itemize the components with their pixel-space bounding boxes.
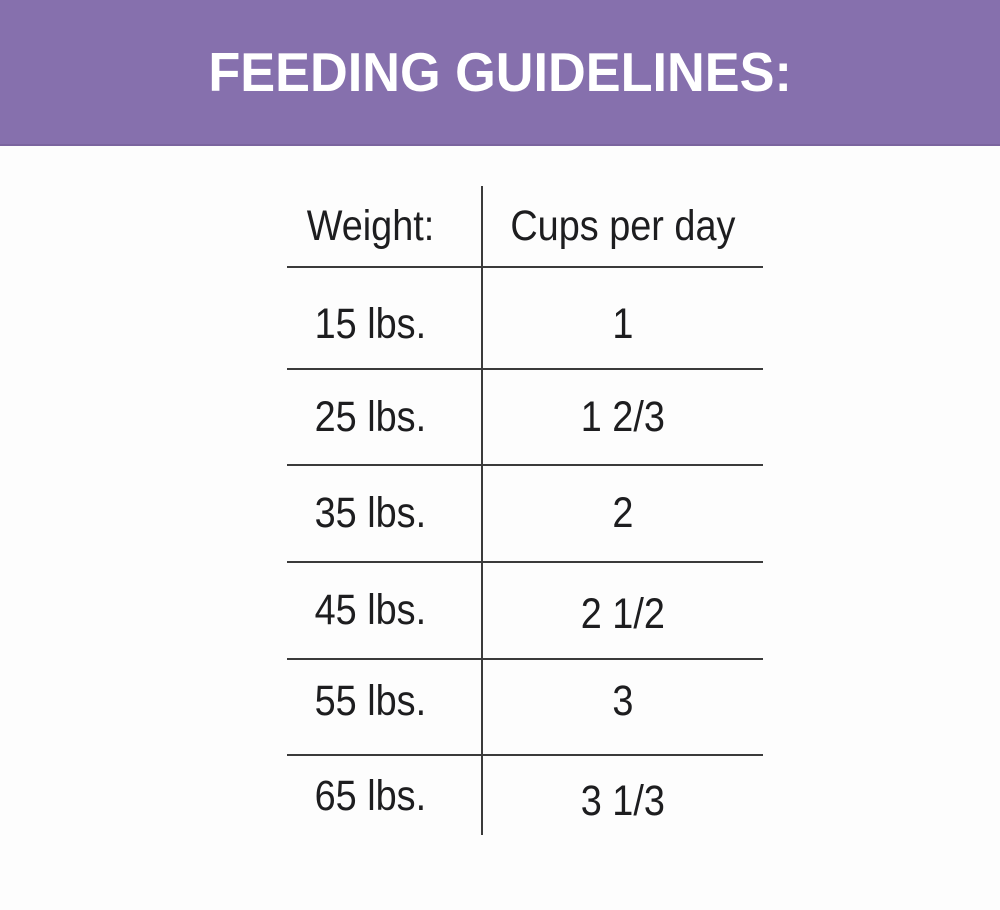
column-divider-line [481,186,483,835]
weight-cell-row-3: 35 lbs. [314,488,426,537]
row-divider-line-3 [287,464,763,466]
row-divider-line-2 [287,368,763,370]
cups-cell-row-2: 1 2/3 [580,392,665,441]
feeding-guidelines-banner: FEEDING GUIDELINES: [0,0,1000,146]
weight-cell-row-5: 55 lbs. [314,677,426,725]
column-header-cups: Cups per day [509,201,736,250]
cups-cell-row-4: 2 1/2 [580,589,665,638]
weight-cell-row-6: 65 lbs. [314,772,426,820]
weight-cell-row-2: 25 lbs. [314,392,426,441]
cups-cell-row-1: 1 [611,299,634,348]
cups-cell-row-6: 3 1/3 [580,777,665,825]
row-divider-line-4 [287,561,763,563]
weight-cell-row-4: 45 lbs. [314,585,426,634]
row-divider-line-5 [287,658,763,660]
row-divider-line-6 [287,754,763,756]
weight-cell-row-1: 15 lbs. [314,299,426,348]
column-header-weight: Weight: [306,201,434,250]
cups-cell-row-3: 2 [611,488,634,537]
row-divider-line-1 [287,266,763,268]
cups-cell-row-5: 3 [611,677,634,725]
banner-title: FEEDING GUIDELINES: [208,41,792,103]
